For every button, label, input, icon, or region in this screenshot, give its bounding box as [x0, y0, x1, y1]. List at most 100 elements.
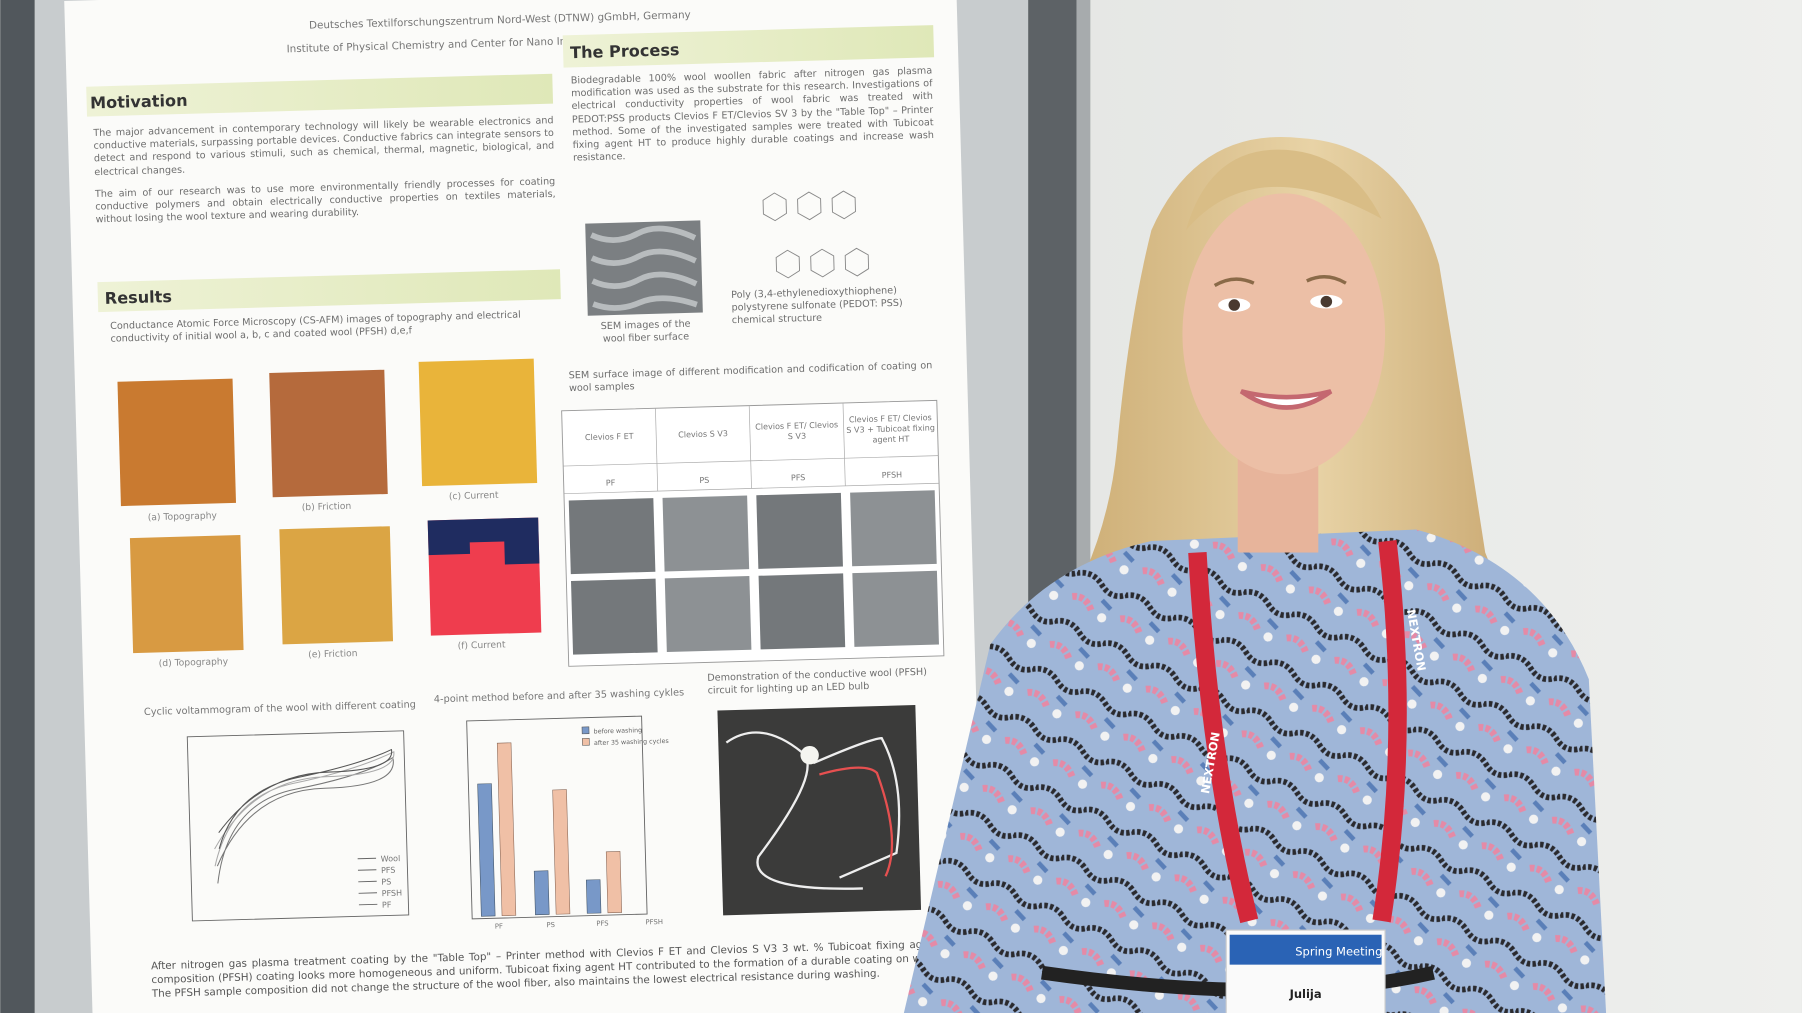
bar [533, 870, 550, 916]
table-code: PFS [791, 473, 806, 482]
section-title: The Process [570, 40, 680, 62]
led-bulb [800, 745, 819, 765]
sem-texture [590, 225, 698, 311]
wire [819, 766, 894, 877]
table-cell-text: Clevios S V3 [678, 428, 729, 440]
chemical-structure [762, 190, 870, 279]
legend-swatch [357, 869, 377, 871]
legend-label: after 35 washing cycles [594, 738, 669, 747]
paragraph: The aim of our research was to use more … [94, 174, 556, 225]
legend: before washing after 35 washing cycles PF P… [495, 726, 669, 931]
text-box: Clevios S V3 [678, 428, 729, 440]
legend-swatch [358, 892, 378, 894]
sem-image [758, 573, 846, 650]
cv-curves [214, 748, 395, 884]
mouth [1239, 389, 1333, 410]
afm-image [269, 369, 388, 498]
pupil [1320, 295, 1333, 308]
legend-label: PFSH [382, 889, 403, 899]
afm-image [117, 378, 237, 507]
paragraph: Biodegradable 100% wool woollen fabric a… [570, 64, 935, 164]
caption: Poly (3,4-ethylenedioxythiophene) polyst… [730, 284, 903, 326]
sem-image [664, 576, 752, 653]
table-divider [655, 408, 659, 492]
bar [496, 742, 517, 917]
x-tick-label: PS [546, 921, 555, 929]
legend-label: Wool [381, 854, 401, 864]
section-header [97, 269, 561, 313]
table-code: PF [606, 478, 616, 487]
table-divider [563, 482, 940, 495]
text-box: SEM images of the wool fiber surface [600, 317, 691, 345]
x-tick-label: PF [495, 922, 503, 930]
bar [477, 783, 496, 917]
legend-swatch [357, 857, 377, 860]
text-box: The major advancement in contemporary te… [93, 114, 556, 225]
panel-label: (d) Topography [159, 656, 229, 669]
collar [1208, 541, 1359, 605]
caption: Demonstration of the conductive wool (PF… [707, 665, 928, 697]
bar [605, 851, 623, 914]
section-title: Motivation [90, 91, 188, 113]
sem-table: Clevios F ET PF Clevios S V3 PS Clevios F ET… [561, 399, 945, 667]
person: NEXTRON NEXTRON Spring Meeting Julija [903, 136, 1607, 1013]
board-edge [0, 0, 35, 1013]
x-tick-label: PFSH [645, 918, 663, 926]
table-code: PFSH [882, 470, 903, 480]
text-box: Poly (3,4-ethylenedioxythiophene) polyst… [730, 284, 903, 326]
table-cell-text: Clevios F ET/ Clevios S V3 [755, 420, 839, 442]
led-photo [717, 704, 922, 916]
afm-image [279, 526, 394, 645]
text-box: Clevios F ET [584, 431, 634, 442]
x-tick-label: PFS [596, 919, 609, 927]
badge-name: Julija [1289, 987, 1322, 1001]
cv-plot-frame [186, 730, 410, 922]
afm-image [129, 534, 244, 654]
eyebrows [1213, 275, 1347, 287]
sem-image [585, 220, 703, 316]
poster: Deutsches Textilforschungszentrum Nord-W… [64, 0, 985, 1013]
badge-event: Spring Meeting [1295, 944, 1382, 958]
legend-swatch [581, 726, 590, 735]
pupil [1228, 299, 1241, 311]
table-divider [748, 405, 752, 489]
hair-top [1185, 149, 1382, 231]
section-title: Results [105, 287, 173, 308]
table-divider [842, 402, 846, 486]
text-box: Clevios F ET/ Clevios S V3 + Tubicoat fi… [846, 412, 936, 445]
table-cell-text: Clevios F ET/ Clevios S V3 + Tubicoat fi… [846, 412, 936, 445]
panel-label: (c) Current [449, 490, 499, 502]
legend-label: PS [381, 877, 391, 886]
sem-image [852, 570, 939, 647]
legend-label: before washing [594, 727, 643, 735]
wire [725, 731, 901, 890]
panel-label: (a) Topography [148, 510, 218, 523]
legend-swatch [358, 903, 378, 906]
lanyard [1188, 539, 1407, 924]
bars [477, 742, 623, 917]
section-header [86, 73, 554, 117]
legend-label: PF [382, 900, 392, 909]
face [1182, 193, 1386, 475]
text-box: Biodegradable 100% wool woollen fabric a… [570, 64, 935, 164]
legend-label: PFS [381, 866, 396, 875]
panel-label: (b) Friction [302, 501, 352, 513]
afm-region [427, 517, 540, 565]
caption: SEM images of the wool fiber surface [600, 317, 691, 345]
bar-plot-frame [466, 715, 648, 920]
sem-image [850, 490, 937, 567]
panel-label: (e) Friction [308, 648, 358, 660]
panel-label: (f) Current [458, 639, 507, 651]
dress [903, 529, 1607, 1013]
text-box: Clevios F ET/ Clevios S V3 [755, 420, 839, 442]
legend-swatch [358, 880, 377, 883]
table-divider [563, 455, 939, 467]
sem-image [756, 492, 843, 569]
legend-swatch [582, 737, 590, 746]
afm-image [418, 358, 538, 487]
bar [585, 879, 602, 914]
table-cell-text: Clevios F ET [584, 431, 634, 442]
